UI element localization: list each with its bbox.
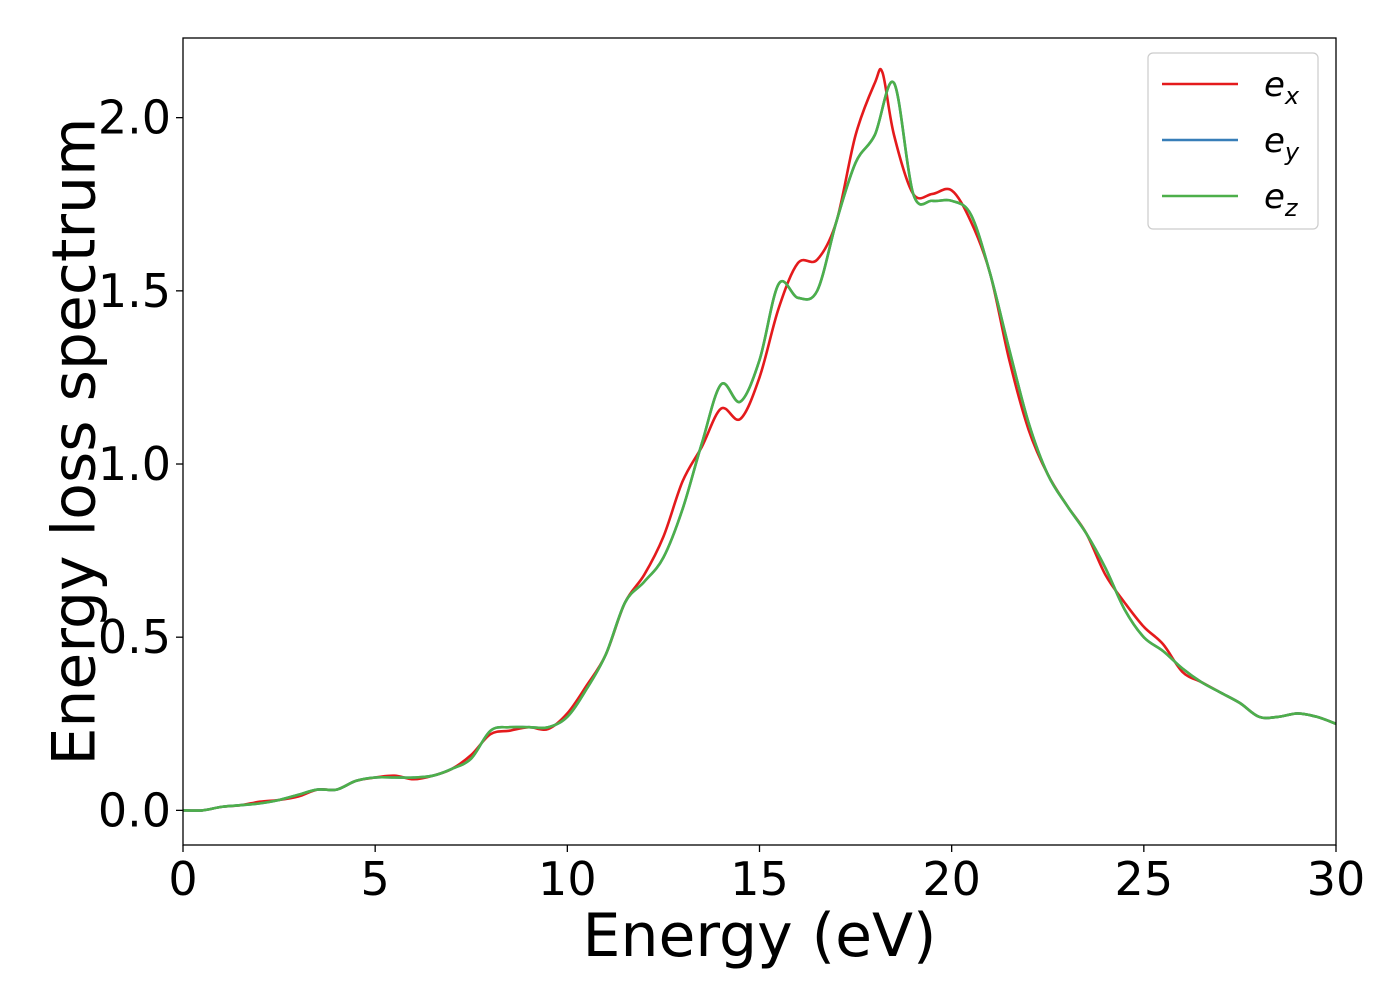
legend: ex ey ez [1147,52,1319,230]
x-axis-label: Energy (eV) [583,901,937,971]
y-tick-label: 0.5 [98,610,171,664]
x-tick-label: 10 [538,852,597,906]
y-axis-ticks: 0.0 0.5 1.0 1.5 2.0 [98,91,183,837]
x-axis-ticks: 0 5 10 15 20 25 30 [168,845,1365,906]
x-tick-label: 15 [730,852,789,906]
y-tick-label: 2.0 [98,91,171,145]
y-tick-label: 1.5 [98,264,171,318]
plot-lines [183,67,1336,812]
x-tick-label: 5 [361,852,390,906]
y-tick-label: 0.0 [98,783,171,837]
x-tick-label: 20 [922,852,981,906]
x-tick-label: 25 [1115,852,1174,906]
y-tick-label: 1.0 [98,437,171,491]
legend-label-e-x: ex [1264,65,1300,110]
x-tick-label: 0 [168,852,197,906]
legend-label-e-z: ez [1264,177,1299,222]
series-line-e-z [183,80,1336,812]
y-axis-label: Energy loss spectrum [40,117,110,765]
x-tick-label: 30 [1307,852,1366,906]
legend-label-e-y: ey [1264,121,1300,166]
